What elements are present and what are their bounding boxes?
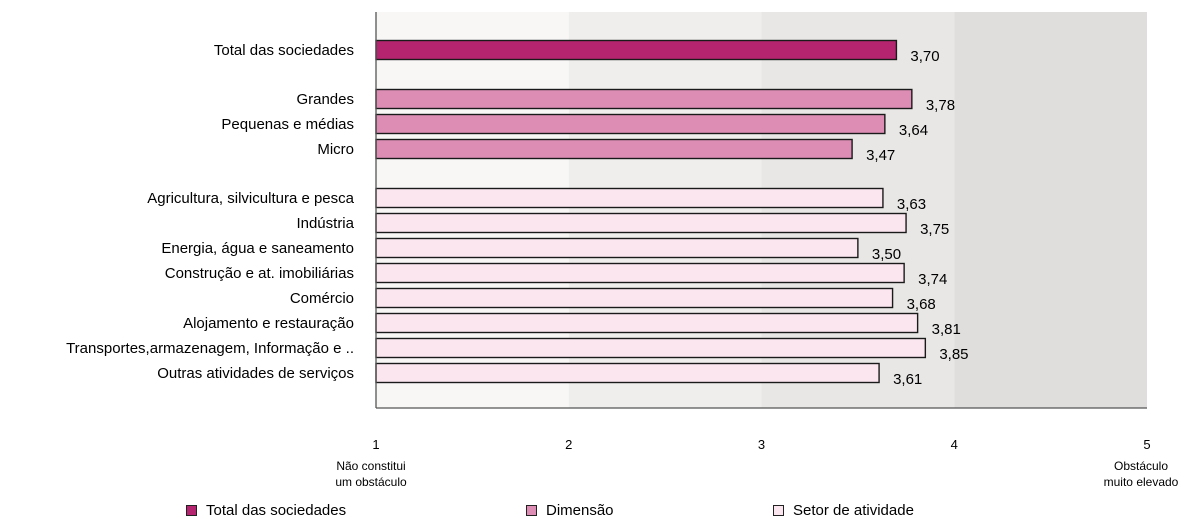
legend-swatch-setor	[773, 504, 784, 516]
category-label: Transportes,armazenagem, Informação e ..	[66, 340, 354, 357]
x-annotation-right-line1: Obstáculo	[1114, 459, 1168, 473]
value-label: 3,50	[872, 246, 901, 263]
x-tick-labels: 1 2 3 4 5	[372, 437, 1150, 452]
bar	[375, 262, 905, 284]
background-band-4	[954, 12, 1147, 408]
category-label: Outras atividades de serviços	[157, 365, 354, 382]
bar	[375, 362, 880, 384]
category-label: Indústria	[296, 215, 354, 232]
bar	[375, 138, 853, 160]
category-label: Grandes	[296, 91, 354, 108]
value-label: 3,63	[897, 196, 926, 213]
bar	[375, 337, 927, 359]
legend: Total das sociedades Dimensão Setor de a…	[0, 501, 1195, 519]
legend-label-setor: Setor de atividade	[793, 501, 914, 519]
category-label: Alojamento e restauração	[183, 315, 354, 332]
x-tick-label: 3	[758, 437, 765, 452]
category-label: Construção e at. imobiliárias	[165, 265, 354, 282]
category-label: Comércio	[290, 290, 354, 307]
value-label: 3,64	[899, 122, 928, 139]
value-label: 3,75	[920, 221, 949, 238]
legend-swatch-dimensao	[526, 504, 537, 516]
x-annotation-left-line2: um obstáculo	[335, 475, 407, 489]
bar-chart: Total das sociedades Grandes Pequenas e mé…	[66, 12, 1179, 489]
value-label: 3,68	[907, 296, 936, 313]
bar	[375, 312, 919, 334]
bar	[375, 113, 886, 135]
x-tick-label: 2	[565, 437, 572, 452]
value-label: 3,78	[926, 97, 955, 114]
category-label: Total das sociedades	[214, 42, 354, 59]
bar	[375, 212, 907, 234]
value-label: 3,81	[932, 321, 961, 338]
x-annotation-right-line2: muito elevado	[1104, 475, 1179, 489]
legend-label-total: Total das sociedades	[206, 501, 347, 519]
legend-item-total: Total das sociedades	[186, 501, 346, 519]
legend-item-dimensao: Dimensão	[526, 501, 614, 519]
legend-swatch-total	[186, 504, 197, 516]
category-label: Agricultura, silvicultura e pesca	[147, 190, 354, 207]
bar	[375, 287, 894, 309]
value-label: 3,85	[939, 346, 968, 363]
value-label: 3,74	[918, 271, 947, 288]
legend-label-dimensao: Dimensão	[546, 501, 614, 519]
x-annotation-left-line1: Não constitui	[336, 459, 405, 473]
value-label: 3,47	[866, 147, 895, 164]
category-label: Energia, água e saneamento	[161, 240, 354, 257]
x-tick-label: 5	[1143, 437, 1150, 452]
category-labels: Total das sociedades Grandes Pequenas e mé…	[66, 42, 355, 382]
category-label: Micro	[317, 141, 354, 158]
x-tick-label: 4	[951, 437, 958, 452]
bar	[375, 39, 898, 61]
legend-item-setor: Setor de atividade	[773, 501, 914, 519]
value-labels: 3,70 3,78 3,643,47 3,63 3,75 3,50 3,74 3,68 3,81…	[866, 48, 968, 388]
bar	[375, 237, 859, 259]
value-label: 3,70	[910, 48, 939, 65]
value-label: 3,61	[893, 371, 922, 388]
bar	[375, 88, 913, 110]
category-label: Pequenas e médias	[221, 116, 354, 133]
bar	[375, 187, 884, 209]
background-bands	[376, 12, 1147, 408]
x-tick-label: 1	[372, 437, 379, 452]
